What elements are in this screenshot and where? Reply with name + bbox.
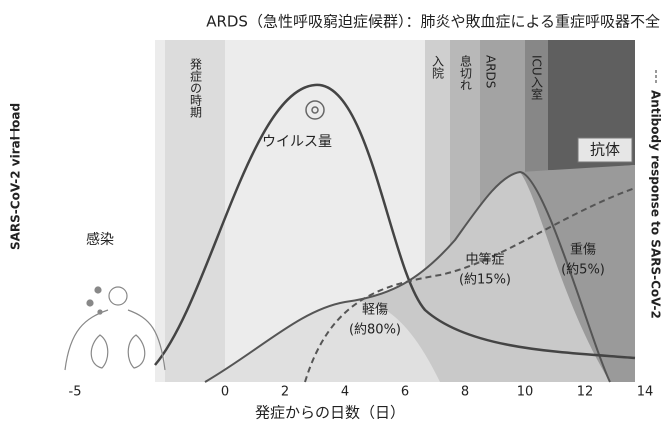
x-tick-label: 4 <box>341 385 349 400</box>
antibody-label: 抗体 <box>590 141 620 159</box>
x-tick-label: 8 <box>461 385 469 400</box>
antibody-box <box>577 137 633 163</box>
x-tick-label: 0 <box>221 385 229 400</box>
title: ARDS（急性呼吸窮迫症候群）：肺炎や敗血症による重症呼吸器不全 <box>206 13 660 31</box>
severity-outline <box>204 170 611 383</box>
severity-share: (約5%) <box>561 263 605 278</box>
virus-icon <box>305 100 325 120</box>
severity-name: 中等症 <box>465 252 504 268</box>
y-label-left: SARS-CoV-2 viral load <box>9 103 23 250</box>
infection-label: 感染 <box>86 231 114 248</box>
body-icon <box>64 286 166 371</box>
x-tick-label: 10 <box>517 385 534 400</box>
x-tick-label: 6 <box>401 385 409 400</box>
x-tick-label: 2 <box>281 385 289 400</box>
x-tick-label: 12 <box>577 385 594 400</box>
phase-label: 息切れ <box>459 54 473 91</box>
severity-share: (約15%) <box>459 273 511 288</box>
x-tick-label: 14 <box>637 385 654 400</box>
severity-name: 重傷 <box>570 242 596 258</box>
antibody-curve <box>304 187 636 383</box>
y-label-right: Antibody response to SARS-CoV-2 <box>649 90 663 319</box>
viral-load-curve <box>154 83 636 366</box>
onset-band <box>165 40 225 382</box>
phase-label: ICU入室 <box>530 55 544 100</box>
phase-label: 入院 <box>431 55 445 79</box>
severe-area <box>520 165 635 382</box>
x-label: 発症からの日数（日） <box>255 404 405 422</box>
virus-label: ウイルス量 <box>262 134 332 150</box>
severity-share: (約80%) <box>349 323 401 338</box>
phase-label: 発症の時期 <box>189 58 203 118</box>
severity-name: 軽傷 <box>362 303 388 318</box>
x-tick-label: -5 <box>69 385 82 400</box>
phase-label: ARDS <box>484 55 498 88</box>
